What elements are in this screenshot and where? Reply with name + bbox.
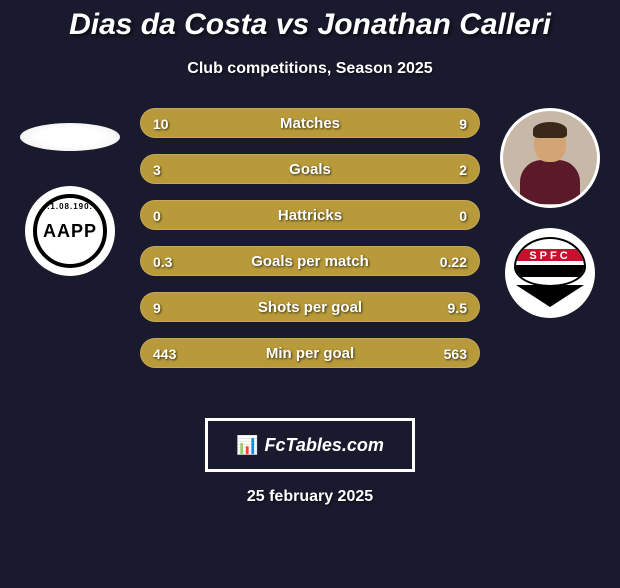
stat-rows: 10Matches9 3Goals2 0Hattricks0 0.3Goals per…	[140, 108, 480, 384]
brand-icon: 📊	[236, 435, 258, 456]
left-club-label: AAPP	[43, 221, 97, 242]
date-label: 25 february 2025	[0, 488, 620, 506]
left-player-column: .1.08.190. AAPP	[10, 108, 130, 276]
stat-right-value: 0	[459, 201, 467, 231]
subtitle: Club competitions, Season 2025	[0, 60, 620, 78]
stat-row: 10Matches9	[140, 108, 480, 138]
right-club-label: SPFC	[516, 250, 584, 262]
page-title: Dias da Costa vs Jonathan Calleri	[0, 8, 620, 42]
right-player-avatar	[500, 108, 600, 208]
brand-box[interactable]: 📊 FcTables.com	[205, 418, 415, 472]
stat-label: Shots per goal	[141, 293, 479, 323]
stat-right-value: 563	[444, 339, 467, 369]
stat-label: Min per goal	[141, 339, 479, 369]
stat-right-value: 0.22	[440, 247, 467, 277]
comparison-panel: .1.08.190. AAPP SPFC 10Matches9 3Goals2 0H…	[0, 108, 620, 408]
stat-label: Hattricks	[141, 201, 479, 231]
stat-row: 9Shots per goal9.5	[140, 292, 480, 322]
right-club-badge: SPFC	[505, 228, 595, 318]
stat-row: 0Hattricks0	[140, 200, 480, 230]
stat-row: 0.3Goals per match0.22	[140, 246, 480, 276]
stat-label: Goals	[141, 155, 479, 185]
stat-label: Goals per match	[141, 247, 479, 277]
stat-label: Matches	[141, 109, 479, 139]
stat-right-value: 2	[459, 155, 467, 185]
left-club-badge: .1.08.190. AAPP	[25, 186, 115, 276]
stat-right-value: 9.5	[448, 293, 467, 323]
stat-row: 3Goals2	[140, 154, 480, 184]
right-player-column: SPFC	[490, 108, 610, 318]
stat-row: 443Min per goal563	[140, 338, 480, 368]
left-player-avatar	[20, 123, 120, 151]
stat-right-value: 9	[459, 109, 467, 139]
brand-label: FcTables.com	[265, 435, 384, 456]
left-club-arc-text: .1.08.190.	[47, 202, 93, 211]
